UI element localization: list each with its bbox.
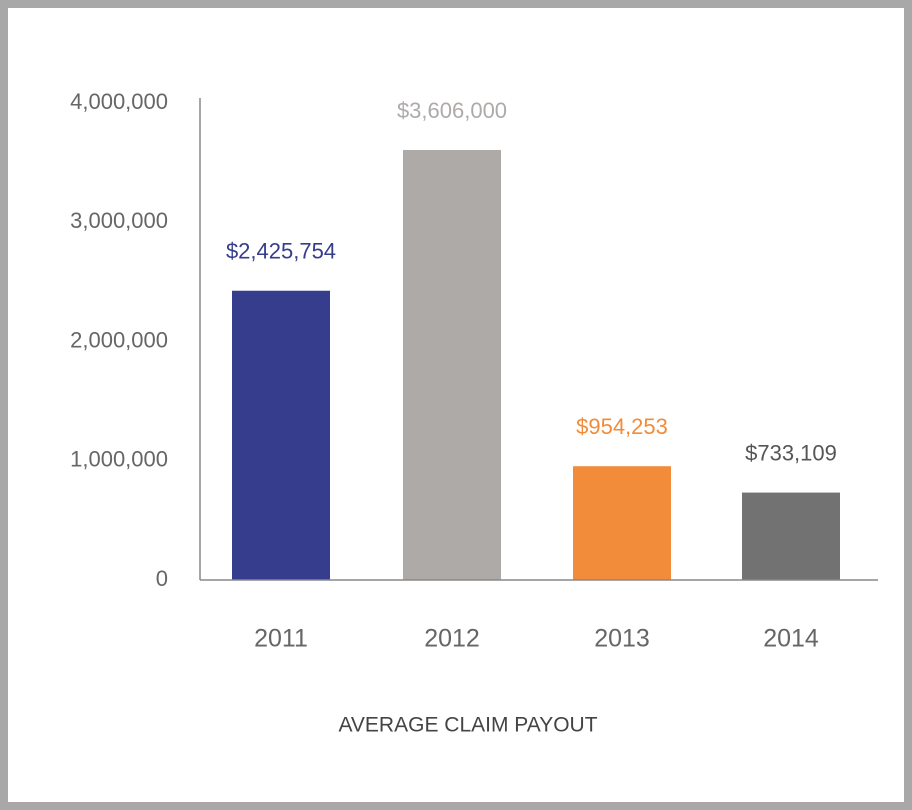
y-tick-label: 0 bbox=[156, 566, 168, 591]
x-tick-label: 2012 bbox=[424, 625, 480, 653]
bar bbox=[232, 290, 330, 580]
x-axis-label: AVERAGE CLAIM PAYOUT bbox=[338, 714, 597, 737]
x-tick-label: 2014 bbox=[763, 625, 819, 653]
y-tick-label: 1,000,000 bbox=[70, 447, 168, 472]
y-tick-label: 3,000,000 bbox=[70, 208, 168, 233]
value-label: $733,109 bbox=[745, 440, 837, 465]
value-label: $954,253 bbox=[576, 414, 668, 439]
x-tick-label: 2011 bbox=[254, 625, 308, 653]
bar bbox=[403, 149, 501, 580]
y-tick-label: 4,000,000 bbox=[70, 89, 168, 114]
bar bbox=[742, 492, 840, 580]
value-label: $3,606,000 bbox=[397, 98, 507, 123]
bar bbox=[573, 466, 671, 580]
y-tick-label: 2,000,000 bbox=[70, 327, 168, 352]
x-tick-label: 2013 bbox=[594, 625, 650, 653]
value-label: $2,425,754 bbox=[226, 239, 336, 264]
